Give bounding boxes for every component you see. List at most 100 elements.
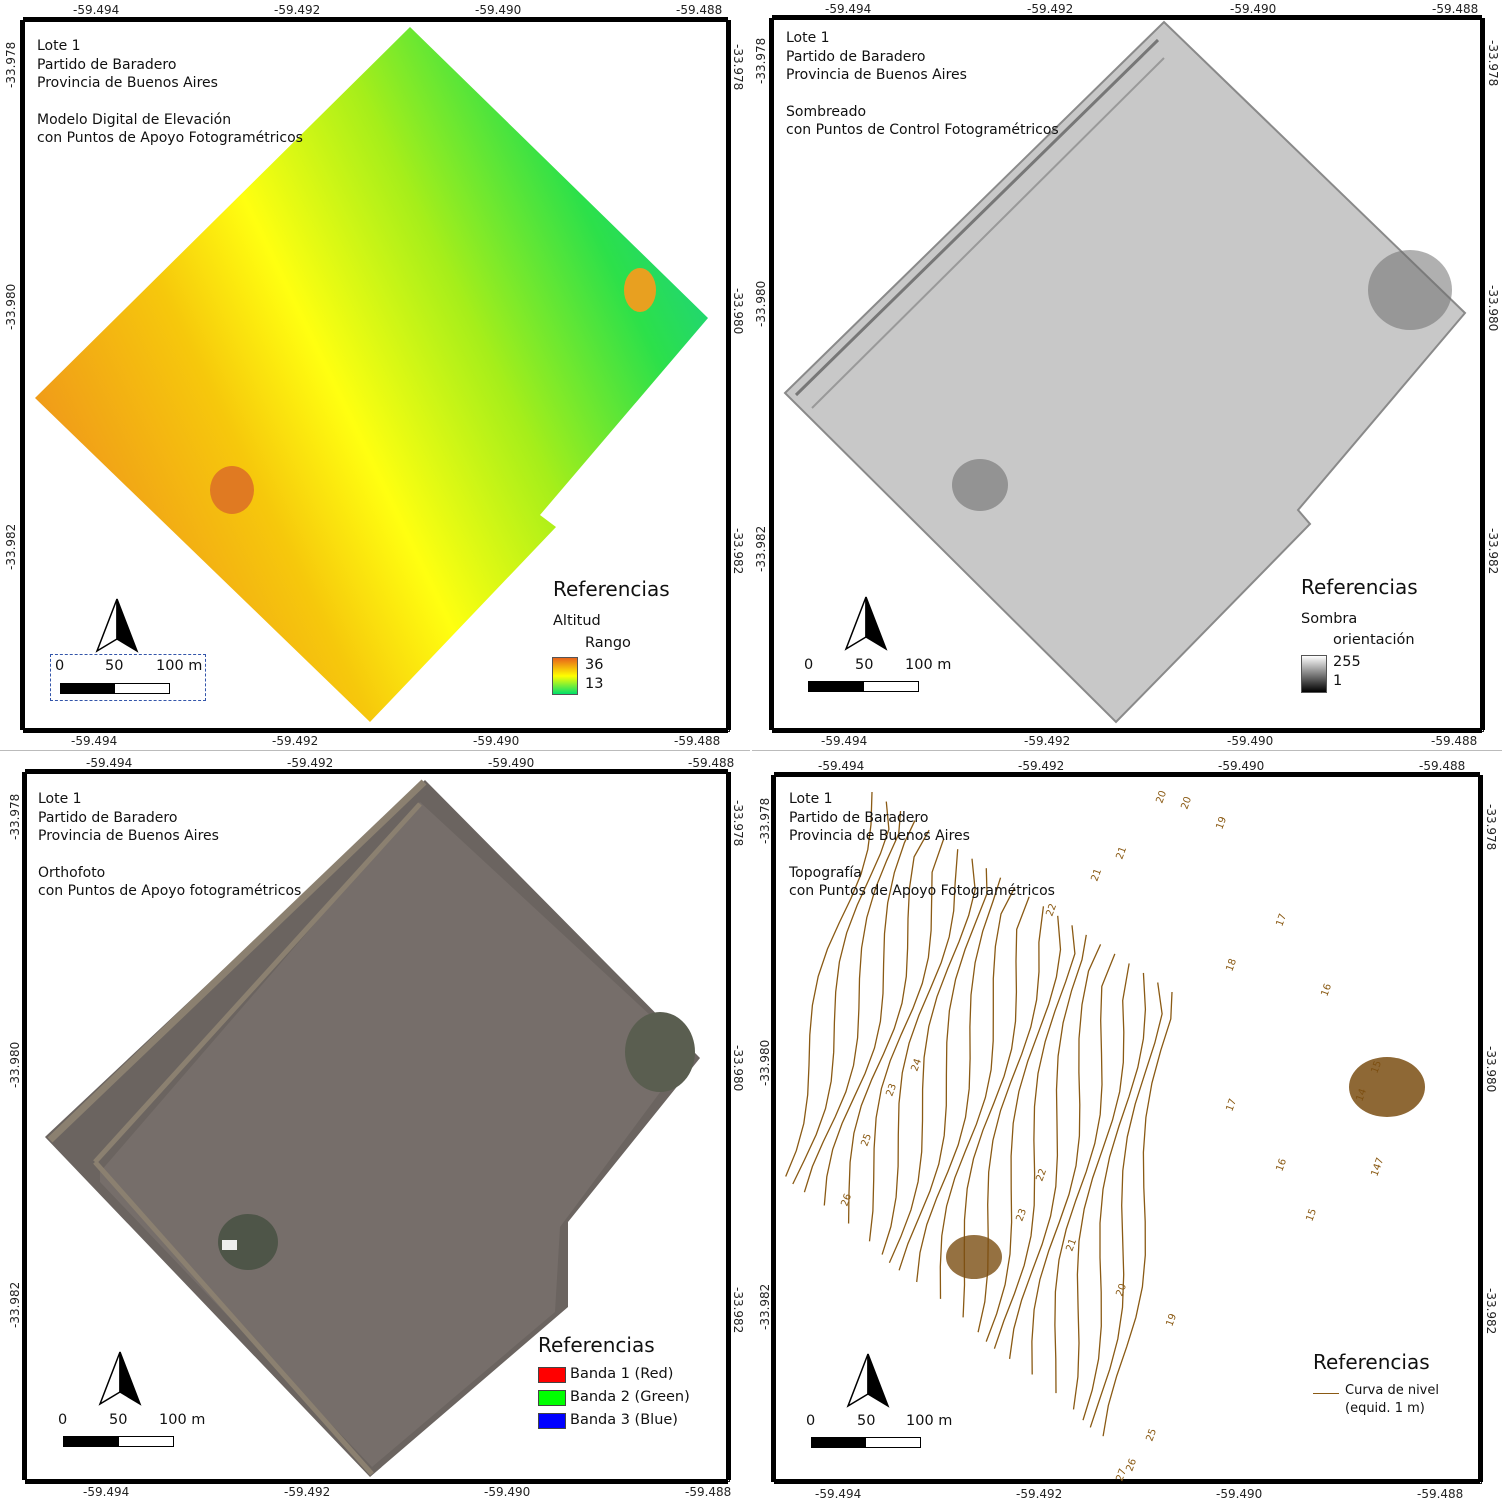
contour-label: 24 (909, 1057, 924, 1073)
frame-border-right (726, 772, 731, 1480)
contour-label: 26 (839, 1192, 854, 1208)
frame-border-bottom (772, 728, 1482, 733)
orthophoto-raster (45, 779, 700, 1477)
band-blue-swatch (538, 1413, 566, 1429)
frame-border-bottom (25, 1479, 728, 1484)
contour-label: 21 (1089, 867, 1104, 883)
lon-tick-top: -59.490 (1218, 759, 1265, 773)
contour-label: 17 (1274, 912, 1289, 928)
contour-label: 20 (1154, 789, 1169, 805)
lon-tick-bottom: -59.494 (83, 1485, 130, 1499)
contour-line (985, 915, 1062, 1342)
lon-tick-bottom: -59.494 (821, 734, 868, 748)
contour-line (1072, 963, 1130, 1410)
scale-bar (60, 683, 170, 694)
contour-legend-equid: (equid. 1 m) (1345, 1401, 1425, 1416)
lon-tick-bottom: -59.492 (272, 734, 319, 748)
map-title: Lote 1 Partido de Baradero Provincia de … (38, 791, 302, 899)
map-title: Lote 1 Partido de Baradero Provincia de … (789, 791, 1055, 899)
north-arrow-icon (95, 598, 139, 653)
divider-line (752, 750, 1502, 751)
contour-line (881, 849, 959, 1255)
lon-tick-bottom: -59.494 (71, 734, 118, 748)
lon-tick-bottom: -59.488 (1431, 734, 1478, 748)
contour-line (847, 829, 930, 1224)
frame-border-right (1480, 18, 1485, 730)
contour-line (898, 868, 988, 1271)
contour-label: 23 (1014, 1207, 1029, 1223)
lon-tick-bottom: -59.490 (1227, 734, 1274, 748)
frame-border-left (771, 775, 776, 1482)
lon-tick-bottom: -59.488 (1417, 1487, 1464, 1501)
contour-label: 23 (884, 1082, 899, 1098)
lon-tick-top: -59.490 (1230, 2, 1277, 16)
frame-border-top (23, 17, 728, 22)
frame-border-top (774, 772, 1480, 777)
legend-title: Referencias (1301, 575, 1418, 599)
contour-label: 27 (1114, 1467, 1129, 1483)
frame-border-bottom (774, 1479, 1480, 1484)
contour-label: 20 (1179, 795, 1194, 811)
contour-line (803, 810, 902, 1193)
panel-orthophoto: -59.494 -59.492 -59.490 -59.488 -59.494 … (0, 752, 750, 1503)
lon-tick-top: -59.490 (488, 756, 535, 770)
dem-raster (35, 27, 708, 722)
scale-label-50: 50 (857, 1413, 876, 1429)
contour-line (993, 925, 1076, 1349)
contour-label: 21 (1064, 1237, 1079, 1253)
hillshade-raster (783, 20, 1467, 724)
frame-border-top (772, 15, 1482, 20)
lon-tick-top: -59.490 (475, 3, 522, 17)
band-red-swatch (538, 1367, 566, 1383)
legend-max-value: 255 (1333, 654, 1361, 670)
panel-topography: -59.494 -59.492 -59.490 -59.488 -59.494 … (752, 752, 1502, 1503)
lon-tick-top: -59.488 (688, 756, 735, 770)
lon-tick-bottom: -59.490 (484, 1485, 531, 1499)
contour-legend-line (1313, 1393, 1339, 1394)
map-title: Lote 1 Partido de Baradero Provincia de … (786, 30, 1059, 138)
contour-line (1102, 991, 1173, 1437)
contour-label: 21 (1114, 845, 1129, 861)
scale-label-50: 50 (105, 658, 124, 674)
scale-selection-box (50, 654, 206, 701)
legend-max-value: 36 (585, 657, 604, 673)
contour-label: 22 (1034, 1167, 1049, 1183)
contour-label: 15 (1304, 1207, 1319, 1223)
north-arrow-icon (844, 596, 888, 651)
contour-line (1089, 982, 1163, 1428)
scale-bar (808, 681, 919, 692)
scale-label-50: 50 (855, 657, 874, 673)
lon-tick-bottom: -59.492 (1016, 1487, 1063, 1501)
legend-sub-label: orientación (1333, 632, 1415, 648)
legend-sub-label: Rango (585, 635, 631, 651)
lon-tick-bottom: -59.492 (1024, 734, 1071, 748)
scale-label-0: 0 (806, 1413, 816, 1429)
north-arrow-icon (846, 1353, 890, 1408)
frame-border-left (22, 772, 27, 1480)
contour-label: 20 (1114, 1282, 1129, 1298)
legend-min-value: 13 (585, 676, 604, 692)
legend-layer-name: Altitud (553, 613, 601, 629)
frame-border-left (20, 20, 25, 730)
scale-bar (811, 1437, 921, 1448)
contour-label: 25 (1144, 1427, 1159, 1443)
lon-tick-top: -59.488 (1419, 759, 1466, 773)
lon-tick-top: -59.494 (818, 759, 865, 773)
scale-label-50: 50 (109, 1412, 128, 1428)
contour-line (1054, 953, 1116, 1394)
legend-layer-name: Sombra (1301, 611, 1358, 627)
lon-tick-bottom: -59.492 (284, 1485, 331, 1499)
contour-legend-label: Curva de nivel (1345, 1383, 1439, 1398)
contour-label: 16 (1274, 1157, 1289, 1173)
lon-tick-top: -59.492 (274, 3, 321, 17)
frame-border-bottom (23, 728, 728, 733)
map-title: Lote 1 Partido de Baradero Provincia de … (37, 38, 303, 146)
scale-label-0: 0 (804, 657, 814, 673)
band-green-label: Banda 2 (Green) (570, 1389, 690, 1405)
contour-line (1031, 944, 1102, 1375)
panel-dem: -59.494 -59.492 -59.490 -59.488 -59.494 … (0, 0, 750, 750)
north-arrow-icon (98, 1351, 142, 1406)
contour-label: 17 (1224, 1097, 1239, 1113)
contour-line (823, 820, 916, 1206)
elevation-color-ramp (552, 657, 578, 695)
